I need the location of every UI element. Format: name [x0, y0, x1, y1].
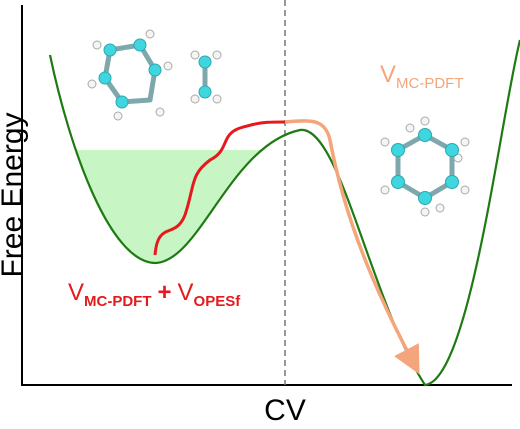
label-v: V [68, 279, 84, 306]
label-plus: + [158, 279, 172, 306]
unbiased-label: VMC-PDFT [380, 61, 464, 92]
molecule-butadiene [87, 29, 173, 121]
x-axis-label: CV [264, 394, 306, 427]
label-sub: MC-PDFT [396, 75, 464, 92]
unbiased-path [284, 119, 420, 375]
label-v: V [178, 279, 194, 306]
biased-path [153, 120, 286, 256]
molecule-ethylene [190, 50, 222, 104]
filled-basin [75, 150, 262, 263]
y-axis-label: Free Energy [0, 112, 29, 277]
label-v: V [380, 61, 396, 88]
molecule-cyclohexene [380, 116, 470, 217]
label-sub: OPESf [194, 293, 242, 310]
label-sub: MC-PDFT [84, 293, 152, 310]
free-energy-curve [48, 39, 520, 387]
biased-label: VMC-PDFT + VOPESf [68, 279, 241, 310]
